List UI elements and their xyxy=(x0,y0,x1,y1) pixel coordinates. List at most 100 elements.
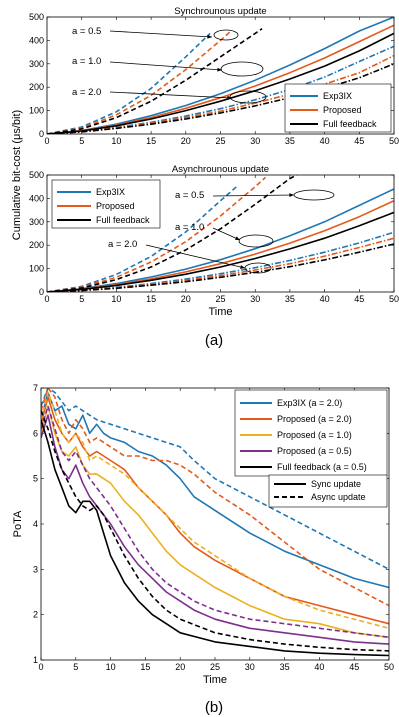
x-axis-label: Time xyxy=(203,674,227,686)
series-line xyxy=(47,188,394,292)
x-tick-label: 20 xyxy=(181,136,191,146)
x-tick-label: 35 xyxy=(285,136,295,146)
legend-label: Full feedback (a = 0.5) xyxy=(277,462,367,472)
annotation-arrow-line xyxy=(212,194,295,197)
x-tick-label: 45 xyxy=(354,136,364,146)
x-tick-label: 30 xyxy=(250,136,260,146)
legend-label: Full feedback xyxy=(96,215,150,225)
series-line xyxy=(47,176,267,292)
y-tick-label: 5 xyxy=(33,474,38,484)
legend-label: Proposed (a = 1.0) xyxy=(277,430,352,440)
legend2-box xyxy=(268,474,388,508)
x-tick-label: 25 xyxy=(215,136,225,146)
figure-a-ylabel: Cumulative bit-cost (μs/bit) xyxy=(11,110,23,240)
series-group xyxy=(41,388,389,657)
x-tick-label: 45 xyxy=(349,662,359,672)
annotation-ellipse xyxy=(220,61,264,77)
series-line xyxy=(41,391,389,589)
legend-label: Exp3IX xyxy=(323,91,352,101)
series-line xyxy=(47,175,298,292)
legend-label: Proposed xyxy=(323,105,362,115)
x-tick-label: 10 xyxy=(111,294,121,304)
legend-label: Exp3IX (a = 2.0) xyxy=(277,398,342,408)
x-tick-label: 40 xyxy=(320,136,330,146)
y-tick-label: 1 xyxy=(33,655,38,665)
legend-label: Exp3IX xyxy=(96,187,125,197)
annotation-ellipse xyxy=(213,29,239,41)
y-tick-label: 400 xyxy=(29,193,44,203)
y-tick-label: 0 xyxy=(39,287,44,297)
y-tick-label: 500 xyxy=(29,12,44,22)
annotation-label: a = 1.0 xyxy=(72,56,101,67)
x-tick-label: 5 xyxy=(73,662,78,672)
y-tick-label: 2 xyxy=(33,610,38,620)
series-line xyxy=(47,211,394,292)
x-tick-label: 50 xyxy=(384,662,394,672)
x-tick-label: 25 xyxy=(210,662,220,672)
y-tick-label: 6 xyxy=(33,428,38,438)
x-tick-label: 40 xyxy=(314,662,324,672)
series-line xyxy=(47,28,263,134)
plot-frame xyxy=(46,16,395,135)
series-line xyxy=(41,388,389,607)
x-tick-label: 5 xyxy=(79,294,84,304)
series-line xyxy=(41,410,389,652)
annotation-arrowhead xyxy=(227,95,232,100)
x-tick-label: 10 xyxy=(106,662,116,672)
legend-label: Proposed (a = 2.0) xyxy=(277,414,352,424)
series-line xyxy=(47,63,394,134)
y-tick-label: 500 xyxy=(29,170,44,180)
y-tick-label: 7 xyxy=(33,383,38,393)
annotation-arrowhead xyxy=(240,265,245,269)
legend-box xyxy=(234,389,388,477)
x-tick-label: 15 xyxy=(146,294,156,304)
x-tick-label: 5 xyxy=(79,136,84,146)
legend-label: Full feedback xyxy=(323,119,377,129)
series-line xyxy=(47,243,394,292)
y-tick-label: 100 xyxy=(29,264,44,274)
x-tick-label: 35 xyxy=(280,662,290,672)
y-axis-label: PoTA xyxy=(12,510,24,537)
figure-b-caption: (b) xyxy=(205,699,223,716)
x-tick-label: 30 xyxy=(250,294,260,304)
x-tick-label: 0 xyxy=(38,662,43,672)
annotation-arrowhead xyxy=(217,67,222,72)
y-tick-label: 300 xyxy=(29,217,44,227)
pota-chart: 0 5 10 15 20 25 30 35 40 45 501234567TimePoTAExp3I… xyxy=(12,383,394,686)
x-tick-label: 35 xyxy=(285,294,295,304)
x-tick-label: 30 xyxy=(245,662,255,672)
y-tick-label: 4 xyxy=(33,519,38,529)
x-axis-label: Time xyxy=(208,306,232,318)
x-tick-label: 40 xyxy=(320,294,330,304)
chart-title: Asynchrounous update xyxy=(172,164,269,175)
plot-frame xyxy=(40,387,390,661)
series-line xyxy=(41,419,389,657)
annotation-ellipse xyxy=(293,189,335,201)
y-tick-label: 200 xyxy=(29,240,44,250)
series-line xyxy=(41,405,389,639)
y-tick-label: 400 xyxy=(29,35,44,45)
annotation-arrow-line xyxy=(212,227,241,241)
x-tick-label: 50 xyxy=(389,136,399,146)
series-line xyxy=(41,388,389,571)
legend2-label: Sync update xyxy=(311,479,361,489)
plot-frame xyxy=(46,174,395,293)
y-tick-label: 100 xyxy=(29,106,44,116)
y-tick-label: 300 xyxy=(29,59,44,69)
legend2-label: Async update xyxy=(311,492,366,502)
x-tick-label: 20 xyxy=(175,662,185,672)
chart-title: Synchrounous update xyxy=(174,6,266,17)
annotation-ellipse xyxy=(238,234,274,248)
y-tick-label: 0 xyxy=(39,129,44,139)
x-tick-label: 10 xyxy=(111,136,121,146)
annotation-arrowhead xyxy=(207,34,212,39)
y-tick-label: 3 xyxy=(33,564,38,574)
annotation-label: a = 0.5 xyxy=(175,190,204,201)
series-line xyxy=(41,414,389,645)
annotation-arrow-line xyxy=(145,244,246,269)
annotation-label: a = 2.0 xyxy=(108,239,137,250)
annotation-arrowhead xyxy=(289,193,294,197)
